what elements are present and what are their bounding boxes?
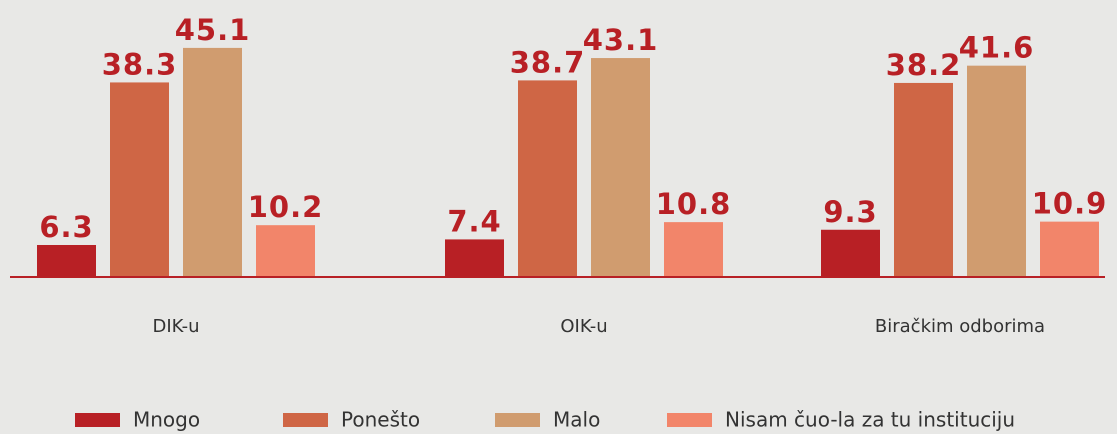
data-label: 38.2 [886, 48, 962, 82]
bar [821, 229, 880, 277]
bar [591, 58, 650, 277]
legend-label: Mnogo [133, 408, 200, 432]
bar [110, 82, 169, 277]
data-label: 10.8 [656, 187, 732, 221]
data-label: 7.4 [447, 204, 501, 238]
data-label: 38.7 [510, 45, 586, 79]
data-label: 41.6 [959, 31, 1035, 65]
data-label: 43.1 [583, 23, 659, 57]
bar [37, 244, 96, 277]
bar [445, 239, 504, 277]
data-label: 10.2 [248, 190, 324, 224]
bar [183, 47, 242, 277]
data-label: 38.3 [102, 47, 178, 81]
legend-swatch [283, 413, 328, 427]
data-label: 10.9 [1032, 187, 1108, 221]
legend-label: Ponešto [341, 408, 420, 432]
legend-swatch [495, 413, 540, 427]
bar [518, 80, 577, 278]
legend-label: Nisam čuo-la za tu instituciju [725, 408, 1015, 432]
data-label: 45.1 [175, 13, 251, 47]
bar [256, 225, 315, 277]
data-label: 9.3 [823, 195, 877, 229]
data-label: 6.3 [39, 210, 93, 244]
x-tick-label: Biračkim odborima [875, 316, 1045, 337]
x-tick-label: DIK-u [153, 316, 200, 337]
bar [967, 65, 1026, 277]
bar [664, 222, 723, 277]
legend-swatch [667, 413, 712, 427]
x-tick-label: OIK-u [560, 316, 607, 337]
bar [1040, 221, 1099, 277]
bar [894, 82, 953, 277]
legend-label: Malo [553, 408, 600, 432]
legend-swatch [75, 413, 120, 427]
